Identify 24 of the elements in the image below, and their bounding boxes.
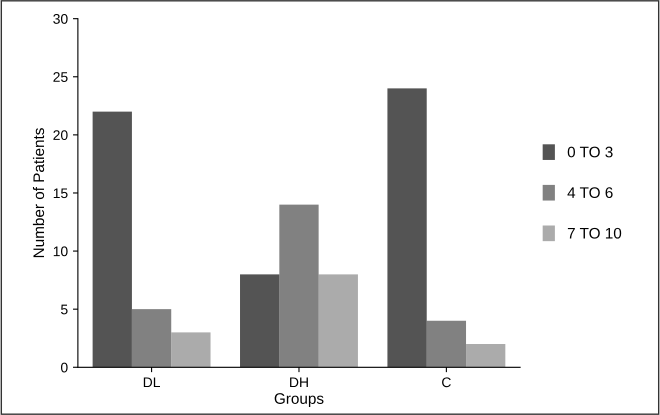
x-tick-label: DL (144, 378, 160, 388)
x-axis-title: Groups (274, 393, 324, 407)
legend-label: 4 TO 6 (567, 187, 613, 198)
y-tick-label: 20 (53, 130, 68, 140)
y-axis-title: Number of Patients (32, 128, 44, 258)
bar (466, 344, 506, 368)
y-tick-label: 25 (53, 72, 68, 82)
bar (387, 88, 427, 368)
y-tick-label: 15 (54, 188, 68, 198)
bar (426, 320, 466, 368)
legend-label: 0 TO 3 (568, 146, 613, 158)
x-tick-label: C (442, 377, 451, 388)
y-tick-label: 0 (60, 362, 68, 372)
y-tick-label: 10 (54, 246, 68, 256)
bar (279, 204, 319, 368)
y-tick-label: 30 (53, 14, 68, 24)
bar (318, 274, 358, 368)
bar (92, 112, 132, 368)
legend-label: 7 TO 10 (568, 228, 622, 239)
x-tick-label: DH (290, 378, 308, 388)
bar (132, 309, 172, 368)
bar (240, 274, 280, 368)
bar (171, 332, 211, 368)
y-tick-label: 5 (60, 304, 68, 314)
